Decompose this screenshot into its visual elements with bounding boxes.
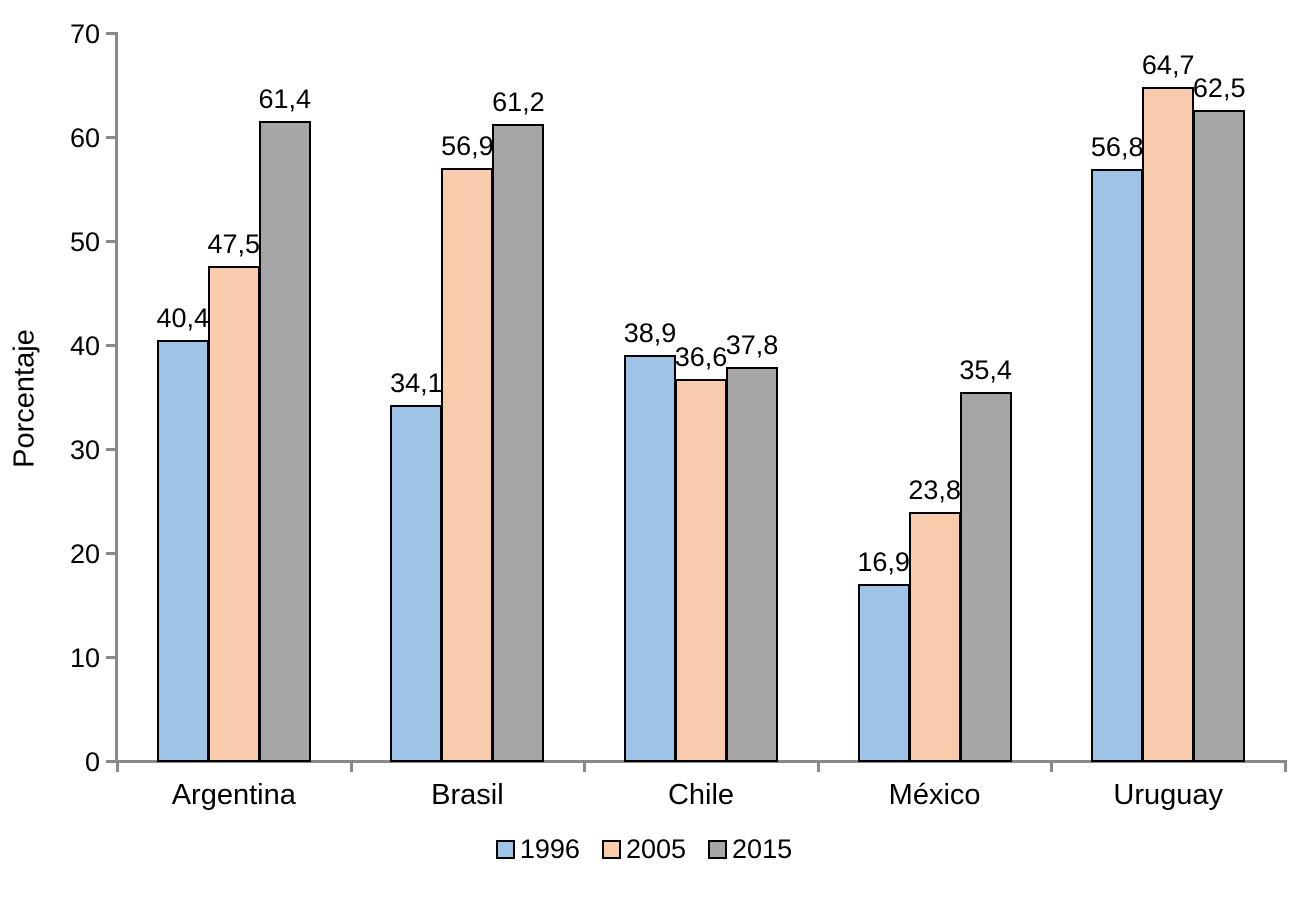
bar-value-label: 38,9	[623, 318, 677, 348]
y-tick	[106, 240, 115, 243]
bar-value-label: 40,4	[156, 303, 210, 333]
bar-value-label: 56,8	[1090, 132, 1144, 162]
bar-2005-uruguay	[1142, 87, 1195, 762]
bar-value-label: 35,4	[959, 355, 1012, 385]
bar-2015-méxico	[959, 392, 1012, 762]
x-tick	[1284, 760, 1287, 772]
bar-2005-argentina	[207, 266, 260, 762]
y-tick-label: 0	[84, 747, 100, 777]
y-tick	[106, 552, 115, 555]
legend-label: 2005	[625, 834, 687, 864]
x-tick	[349, 760, 353, 772]
y-axis-line	[115, 32, 118, 763]
y-tick-label: 50	[69, 227, 100, 257]
bar-1996-uruguay	[1091, 169, 1144, 762]
y-tick	[106, 656, 115, 659]
legend-swatch-icon	[495, 839, 515, 859]
legend-label: 1996	[519, 834, 580, 864]
y-tick	[106, 448, 115, 451]
bar-2015-uruguay	[1193, 110, 1246, 762]
bar-1996-méxico	[857, 584, 910, 762]
category-label-méxico: México	[888, 779, 981, 811]
bar-value-label: 64,7	[1141, 50, 1195, 80]
legend-item-1996: 1996	[495, 834, 580, 864]
legend-swatch-icon	[601, 839, 621, 859]
bar-2005-brasil	[441, 168, 494, 762]
bar-value-label: 61,4	[258, 84, 312, 114]
bar-2015-brasil	[492, 124, 545, 762]
bar-value-label: 61,2	[492, 87, 545, 117]
bar-value-label: 16,9	[857, 547, 910, 577]
y-tick	[106, 760, 115, 763]
bar-1996-brasil	[390, 405, 443, 762]
bar-2015-argentina	[258, 121, 311, 762]
bar-1996-chile	[624, 355, 676, 762]
category-label-chile: Chile	[667, 779, 735, 811]
y-tick	[106, 344, 115, 347]
bar-value-label: 34,1	[390, 368, 443, 398]
y-tick-label: 10	[69, 643, 100, 673]
bar-value-label: 47,5	[207, 229, 261, 259]
bar-value-label: 23,8	[908, 475, 961, 505]
legend-item-2015: 2015	[708, 834, 792, 864]
x-tick	[1050, 760, 1054, 772]
category-label-argentina: Argentina	[171, 779, 296, 811]
bar-value-label: 37,8	[725, 330, 779, 360]
bar-1996-argentina	[156, 340, 209, 762]
x-tick	[816, 760, 820, 772]
y-tick-label: 40	[69, 331, 100, 361]
y-tick-label: 20	[69, 539, 100, 569]
y-tick-label: 70	[69, 19, 100, 49]
category-label-uruguay: Uruguay	[1113, 779, 1223, 811]
x-tick	[116, 760, 119, 772]
category-label-brasil: Brasil	[431, 779, 504, 811]
legend-swatch-icon	[708, 839, 728, 859]
bar-value-label: 56,9	[441, 131, 494, 161]
bar-2005-chile	[675, 379, 727, 762]
bar-value-label: 36,6	[674, 342, 728, 372]
bar-2015-chile	[726, 367, 778, 762]
bar-value-label: 62,5	[1192, 73, 1246, 103]
legend-item-2005: 2005	[601, 834, 687, 864]
x-tick	[583, 760, 587, 772]
legend-label: 2015	[732, 834, 793, 864]
y-tick	[106, 32, 115, 35]
y-tick	[106, 136, 115, 139]
y-tick-label: 60	[69, 123, 100, 153]
y-tick-label: 30	[69, 435, 100, 465]
bar-2005-méxico	[908, 512, 961, 762]
legend: 1996 2005 2015	[0, 834, 1288, 864]
